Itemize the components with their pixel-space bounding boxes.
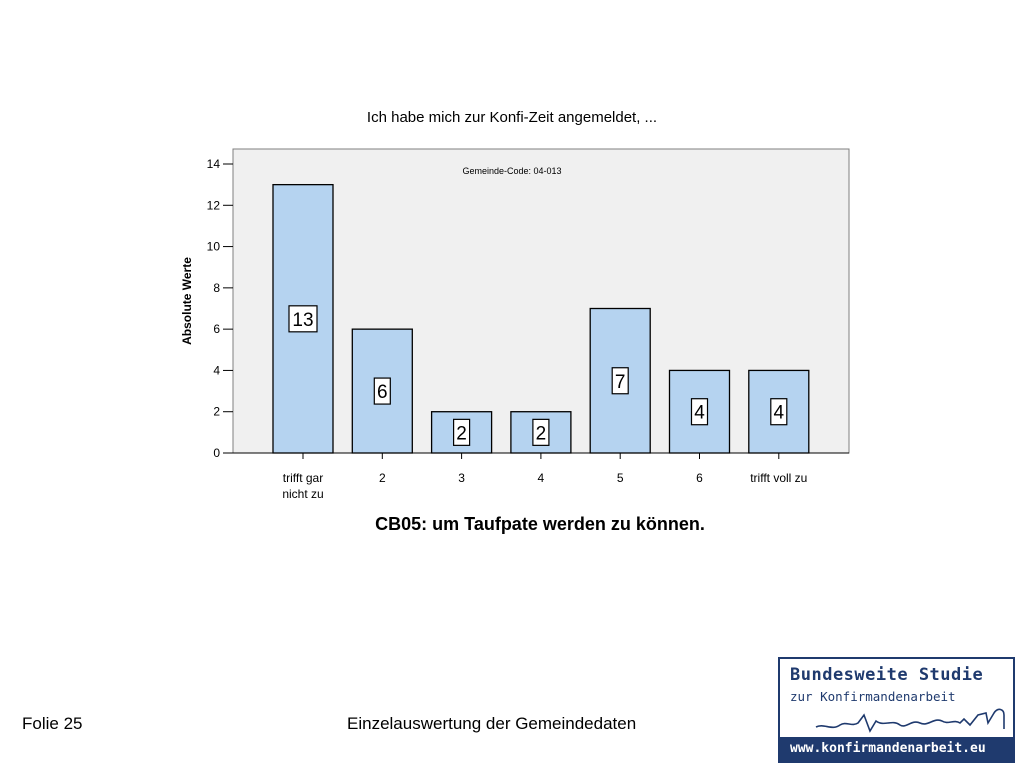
- data-label-box: [611, 367, 629, 395]
- data-label: 4: [774, 403, 785, 424]
- data-label: 2: [536, 423, 547, 444]
- data-label: 7: [615, 372, 626, 393]
- x-tick-label: nicht zu: [282, 487, 323, 501]
- study-logo: Bundesweite Studie zur Konfirmandenarbei…: [778, 657, 1015, 763]
- y-tick-label: 10: [207, 240, 221, 254]
- x-tick-label: trifft voll zu: [750, 471, 807, 485]
- chart-annotation: Gemeinde-Code: 04-013: [462, 166, 561, 176]
- logo-url: www.konfirmandenarbeit.eu: [790, 741, 986, 756]
- y-axis: 0 2 4 6 8 10 12 14: [207, 157, 233, 460]
- slide-number: Folie 25: [22, 714, 83, 733]
- bar: [430, 411, 493, 454]
- x-tick-label: 6: [696, 471, 703, 485]
- data-label-box: [770, 398, 788, 426]
- y-tick-label: 8: [213, 281, 220, 295]
- y-tick-label: 14: [207, 157, 221, 171]
- data-label-box: [288, 305, 318, 333]
- data-label-box: [532, 418, 550, 446]
- data-label: 4: [694, 403, 705, 424]
- data-label: 2: [456, 423, 467, 444]
- chart-title: Ich habe mich zur Konfi-Zeit angemeldet,…: [367, 109, 657, 126]
- wave-signature-icon: [815, 708, 1005, 733]
- data-label-box: [373, 377, 391, 405]
- data-label: 6: [377, 382, 388, 403]
- x-tick-label: 5: [617, 471, 624, 485]
- logo-url-bar: www.konfirmandenarbeit.eu: [780, 737, 1013, 761]
- x-tick-label: 2: [379, 471, 386, 485]
- y-tick-label: 12: [207, 198, 221, 212]
- x-axis-labels: trifft gar nicht zu 2 3 4 5 6 trifft voll zu: [282, 453, 807, 501]
- logo-subtitle: zur Konfirmandenarbeit: [790, 689, 956, 704]
- y-tick-label: 2: [213, 405, 220, 419]
- data-label-box: [690, 398, 709, 426]
- y-tick-label: 6: [213, 322, 220, 336]
- plot-area: [232, 148, 850, 454]
- bar: [748, 369, 810, 454]
- data-label-box: [453, 418, 471, 446]
- y-tick-label: 4: [213, 363, 220, 377]
- footer-caption: Einzelauswertung der Gemeindedaten: [347, 714, 637, 733]
- logo-title: Bundesweite Studie: [790, 665, 984, 685]
- bars: 13 6 2 2 7 4 4: [233, 183, 849, 454]
- x-tick-label: trifft gar: [283, 471, 323, 485]
- chart-subtitle: CB05: um Taufpate werden zu können.: [375, 514, 705, 534]
- y-tick-label: 0: [213, 446, 220, 460]
- x-tick-label: 4: [538, 471, 545, 485]
- data-label: 13: [292, 310, 313, 331]
- y-axis-label: Absolute Werte: [180, 257, 194, 345]
- x-tick-label: 3: [458, 471, 465, 485]
